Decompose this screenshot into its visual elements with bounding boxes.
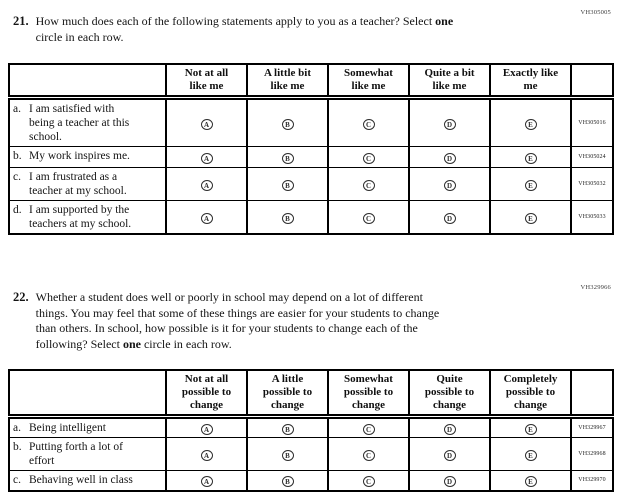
answer-circle-b[interactable]: B xyxy=(281,423,294,435)
question-22-prompt: Whether a student does well or poorly in… xyxy=(36,290,584,352)
answer-circle-a[interactable]: A xyxy=(200,152,213,164)
row-statement: Being intelligent xyxy=(29,421,106,434)
table-row: b. My work inspires me. A B C D E VH30502… xyxy=(8,145,614,168)
question-22-response-table: Not at all possible to change A little p… xyxy=(8,369,614,492)
row-letter: d. xyxy=(13,204,22,217)
table-row: c. Behaving well in class A B C D E VH329… xyxy=(8,470,614,491)
prompt-text: How much does each of the following stat… xyxy=(35,14,436,28)
row-letter: b. xyxy=(13,149,22,162)
answer-circle-e[interactable]: E xyxy=(524,423,537,435)
answer-circle-b[interactable]: B xyxy=(281,449,294,461)
answer-circle-c[interactable]: C xyxy=(362,423,375,435)
stem-header-empty xyxy=(8,370,167,419)
prompt-text: circle in each row. xyxy=(35,29,124,44)
answer-circle-c[interactable]: C xyxy=(362,449,375,461)
answer-circle-a[interactable]: A xyxy=(200,180,213,191)
question-22: 22. Whether a student does well or poorl… xyxy=(13,290,588,352)
column-header: Not at all like me xyxy=(165,64,248,100)
answer-circle-a[interactable]: A xyxy=(200,476,213,488)
answer-circle-c[interactable]: C xyxy=(362,118,375,130)
stem-header-empty xyxy=(8,64,167,100)
answer-circle-e[interactable]: E xyxy=(524,449,537,461)
item-code: VH305033 xyxy=(570,200,614,235)
prompt-bold-word: one xyxy=(435,14,454,28)
row-statement: Putting forth a lot of effort xyxy=(29,440,123,467)
column-header: A little bit like me xyxy=(246,64,329,100)
column-header: Somewhat like me xyxy=(327,64,410,100)
answer-circle-d[interactable]: D xyxy=(443,476,456,488)
row-statement: I am supported by the teachers at my sch… xyxy=(29,204,132,231)
question-22-number: 22. xyxy=(13,290,29,305)
item-code: VH329970 xyxy=(570,470,614,491)
prompt-bold-word: one xyxy=(122,336,141,351)
item-code: VH329968 xyxy=(570,436,614,471)
header-row: Not at all like me A little bit like me … xyxy=(8,64,614,100)
answer-circle-a[interactable]: A xyxy=(200,423,213,435)
row-letter: a. xyxy=(13,421,21,434)
question-21: 21. How much does each of the following … xyxy=(13,0,588,45)
header-row: Not at all possible to change A little p… xyxy=(8,370,614,419)
answer-circle-c[interactable]: C xyxy=(362,180,375,191)
question-21-prompt: How much does each of the following stat… xyxy=(36,14,584,45)
row-statement: Behaving well in class xyxy=(29,474,133,486)
answer-circle-a[interactable]: A xyxy=(200,213,213,225)
answer-circle-a[interactable]: A xyxy=(200,449,213,461)
answer-circle-c[interactable]: C xyxy=(362,213,375,225)
answer-circle-b[interactable]: B xyxy=(281,213,294,225)
table-row: c. I am frustrated as a teacher at my sch… xyxy=(8,166,614,201)
prompt-text: circle in each row. xyxy=(140,336,232,351)
column-header: Exactly like me xyxy=(489,64,572,100)
code-column-header-empty xyxy=(570,64,614,100)
row-letter: a. xyxy=(13,102,21,115)
row-statement: I am frustrated as a teacher at my schoo… xyxy=(29,170,127,197)
answer-circle-e[interactable]: E xyxy=(524,476,537,488)
item-code: VH329967 xyxy=(570,416,614,438)
answer-circle-e[interactable]: E xyxy=(524,213,537,225)
row-letter: b. xyxy=(13,440,22,453)
answer-circle-d[interactable]: D xyxy=(443,423,456,435)
answer-circle-d[interactable]: D xyxy=(443,152,456,164)
answer-circle-e[interactable]: E xyxy=(524,118,537,130)
answer-circle-b[interactable]: B xyxy=(281,476,294,488)
row-letter: c. xyxy=(13,474,21,486)
table-row: d. I am supported by the teachers at my s… xyxy=(8,200,614,235)
item-code: VH305016 xyxy=(570,97,614,147)
answer-circle-e[interactable]: E xyxy=(524,152,537,164)
table-row: b. Putting forth a lot of effort A B C D … xyxy=(8,436,614,471)
answer-circle-d[interactable]: D xyxy=(443,449,456,461)
column-header: Quite possible to change xyxy=(408,370,491,419)
column-header: Completely possible to change xyxy=(489,370,572,419)
question-21-number: 21. xyxy=(13,14,29,28)
answer-circle-e[interactable]: E xyxy=(524,180,537,191)
table-row: a. Being intelligent A B C D E VH329967 xyxy=(8,416,614,438)
row-statement: I am satisfied with being a teacher at t… xyxy=(29,102,130,143)
column-header: Quite a bit like me xyxy=(408,64,491,100)
answer-circle-c[interactable]: C xyxy=(362,476,375,488)
item-accession-code-q21: VH305005 xyxy=(580,9,611,16)
column-header: A little possible to change xyxy=(246,370,329,419)
question-21-response-table: Not at all like me A little bit like me … xyxy=(8,63,614,236)
item-code: VH305024 xyxy=(570,145,614,168)
answer-circle-d[interactable]: D xyxy=(443,118,456,130)
answer-circle-b[interactable]: B xyxy=(281,118,294,130)
item-accession-code-q22: VH329966 xyxy=(580,284,611,291)
answer-circle-d[interactable]: D xyxy=(443,180,456,191)
answer-circle-c[interactable]: C xyxy=(362,152,375,164)
row-statement: My work inspires me. xyxy=(29,149,130,162)
answer-circle-a[interactable]: A xyxy=(200,118,213,130)
answer-circle-b[interactable]: B xyxy=(281,180,294,191)
code-column-header-empty xyxy=(570,370,614,419)
row-letter: c. xyxy=(13,170,21,183)
column-header: Somewhat possible to change xyxy=(327,370,410,419)
item-code: VH305032 xyxy=(570,166,614,201)
table-row: a. I am satisfied with being a teacher at… xyxy=(8,97,614,147)
answer-circle-d[interactable]: D xyxy=(443,213,456,225)
prompt-text: Whether a student does well or poorly in… xyxy=(35,290,440,351)
column-header: Not at all possible to change xyxy=(165,370,248,419)
answer-circle-b[interactable]: B xyxy=(281,152,294,164)
